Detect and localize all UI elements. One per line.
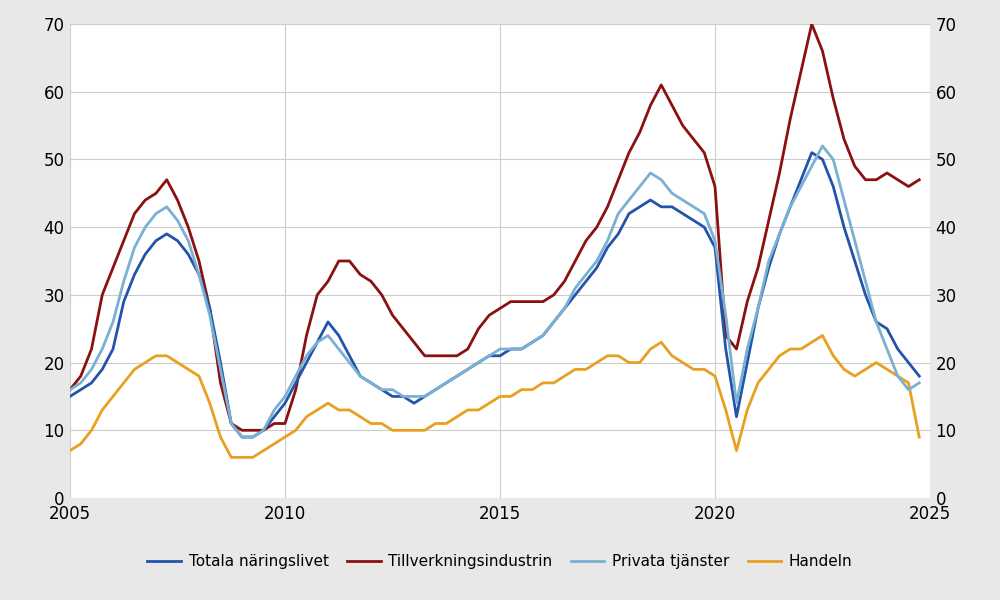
Handeln: [451, 413, 463, 421]
Totala näringslivet: [236, 433, 248, 440]
Line: Privata tjänster: Privata tjänster: [70, 146, 919, 437]
Totala näringslivet: [64, 393, 76, 400]
Handeln: [655, 338, 667, 346]
Tillverkningsindustrin: [591, 224, 603, 231]
Totala näringslivet: [580, 278, 592, 285]
Totala näringslivet: [655, 203, 667, 211]
Privata tjänster: [623, 196, 635, 203]
Handeln: [623, 359, 635, 366]
Totala näringslivet: [806, 149, 818, 156]
Tillverkningsindustrin: [806, 20, 818, 28]
Totala näringslivet: [623, 210, 635, 217]
Totala näringslivet: [838, 224, 850, 231]
Handeln: [580, 366, 592, 373]
Handeln: [225, 454, 237, 461]
Privata tjänster: [64, 386, 76, 393]
Handeln: [816, 332, 828, 339]
Line: Handeln: Handeln: [70, 335, 919, 457]
Privata tjänster: [838, 196, 850, 203]
Tillverkningsindustrin: [623, 149, 635, 156]
Line: Totala näringslivet: Totala näringslivet: [70, 152, 919, 437]
Handeln: [838, 366, 850, 373]
Handeln: [64, 447, 76, 454]
Tillverkningsindustrin: [838, 136, 850, 143]
Privata tjänster: [451, 373, 463, 380]
Handeln: [913, 433, 925, 440]
Tillverkningsindustrin: [913, 176, 925, 184]
Privata tjänster: [236, 433, 248, 440]
Line: Tillverkningsindustrin: Tillverkningsindustrin: [70, 24, 919, 430]
Privata tjänster: [580, 271, 592, 278]
Legend: Totala näringslivet, Tillverkningsindustrin, Privata tjänster, Handeln: Totala näringslivet, Tillverkningsindust…: [141, 548, 859, 575]
Privata tjänster: [655, 176, 667, 184]
Privata tjänster: [913, 379, 925, 386]
Privata tjänster: [591, 257, 603, 265]
Tillverkningsindustrin: [236, 427, 248, 434]
Totala näringslivet: [451, 373, 463, 380]
Privata tjänster: [816, 142, 828, 149]
Tillverkningsindustrin: [451, 352, 463, 359]
Totala näringslivet: [913, 373, 925, 380]
Tillverkningsindustrin: [64, 386, 76, 393]
Tillverkningsindustrin: [580, 237, 592, 244]
Totala näringslivet: [591, 264, 603, 271]
Tillverkningsindustrin: [655, 82, 667, 89]
Handeln: [591, 359, 603, 366]
